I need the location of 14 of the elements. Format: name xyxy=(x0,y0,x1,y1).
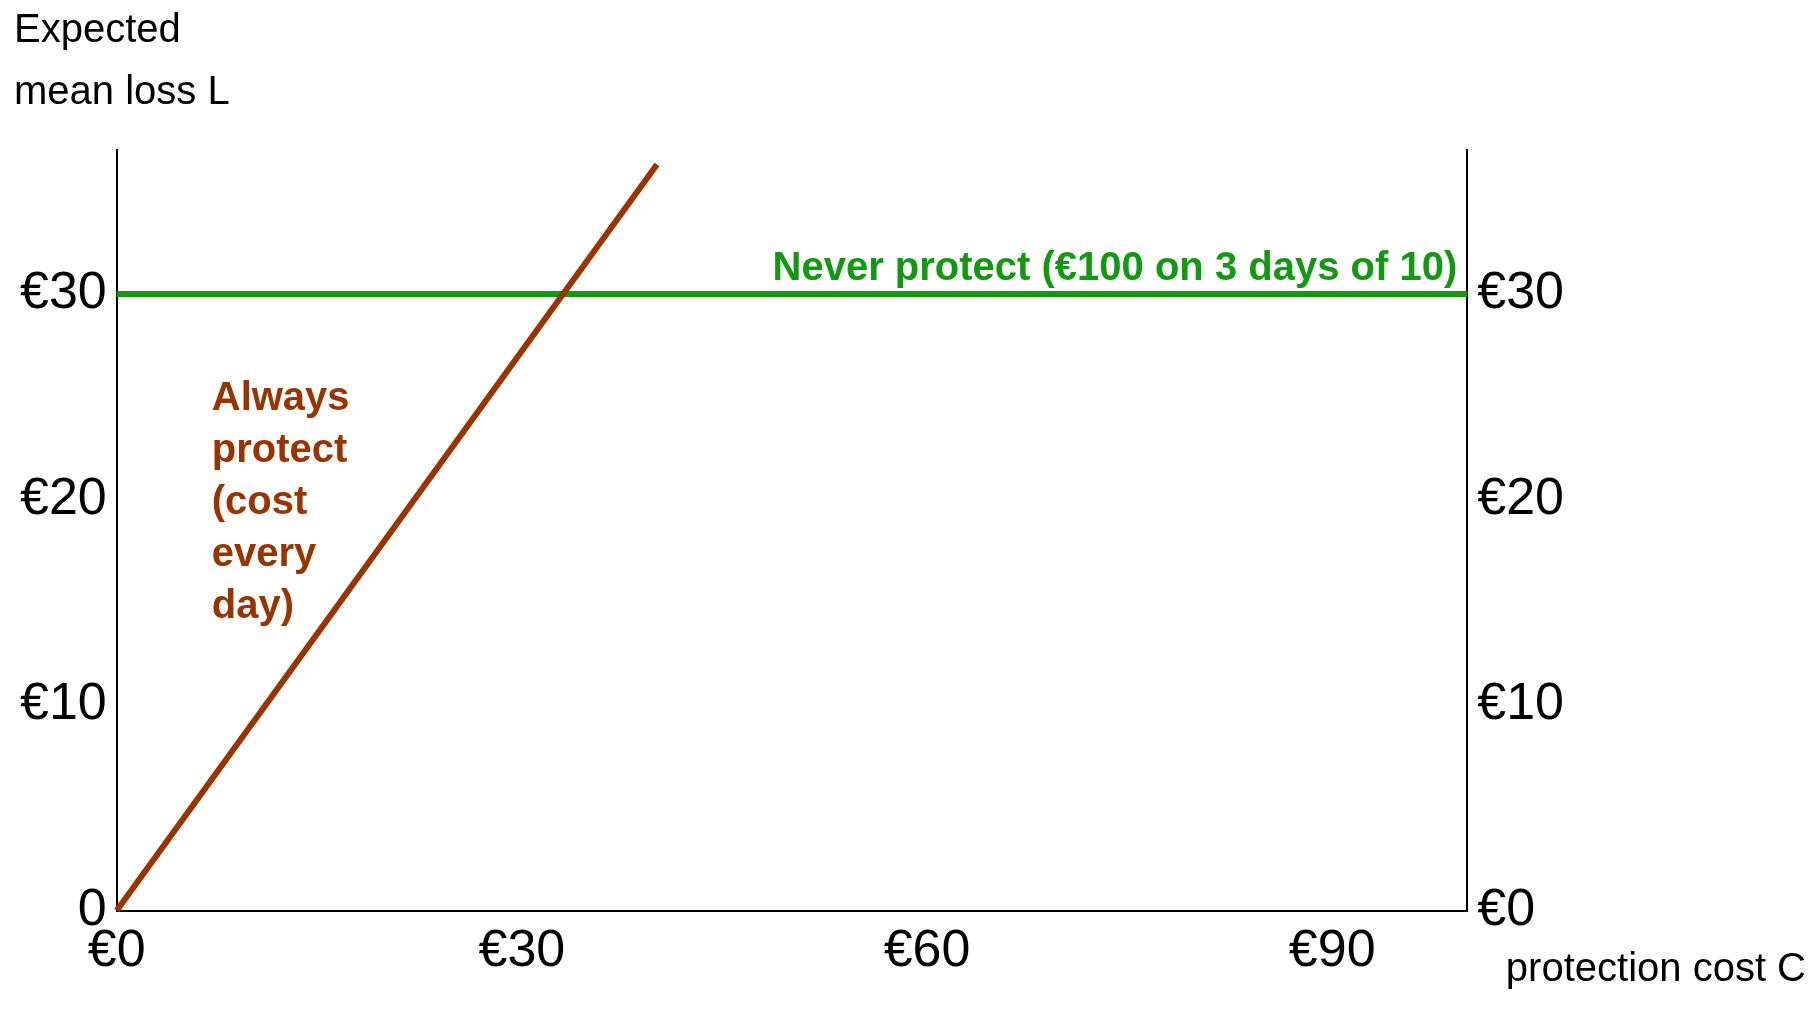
y2-tick-label: €30 xyxy=(1477,261,1565,320)
y-axis-title: Expected mean loss L xyxy=(14,6,230,112)
y2-tick-label: €20 xyxy=(1477,466,1565,525)
y2-tick-label: €0 xyxy=(1477,877,1536,936)
y-tick-label: €30 xyxy=(19,261,107,320)
series-label: Always protect (cost every day) xyxy=(211,374,350,627)
y2-tick-label: €10 xyxy=(1477,672,1565,731)
x-tick-label: €60 xyxy=(883,919,971,978)
y-tick-label: €10 xyxy=(19,672,107,731)
x-tick-label: €30 xyxy=(478,919,566,978)
y-tick-label: €20 xyxy=(19,466,107,525)
series-label: Never protect (€100 on 3 days of 10) xyxy=(772,243,1458,288)
x-tick-label: €90 xyxy=(1288,919,1376,978)
x-axis-title: protection cost C xyxy=(1505,944,1806,989)
